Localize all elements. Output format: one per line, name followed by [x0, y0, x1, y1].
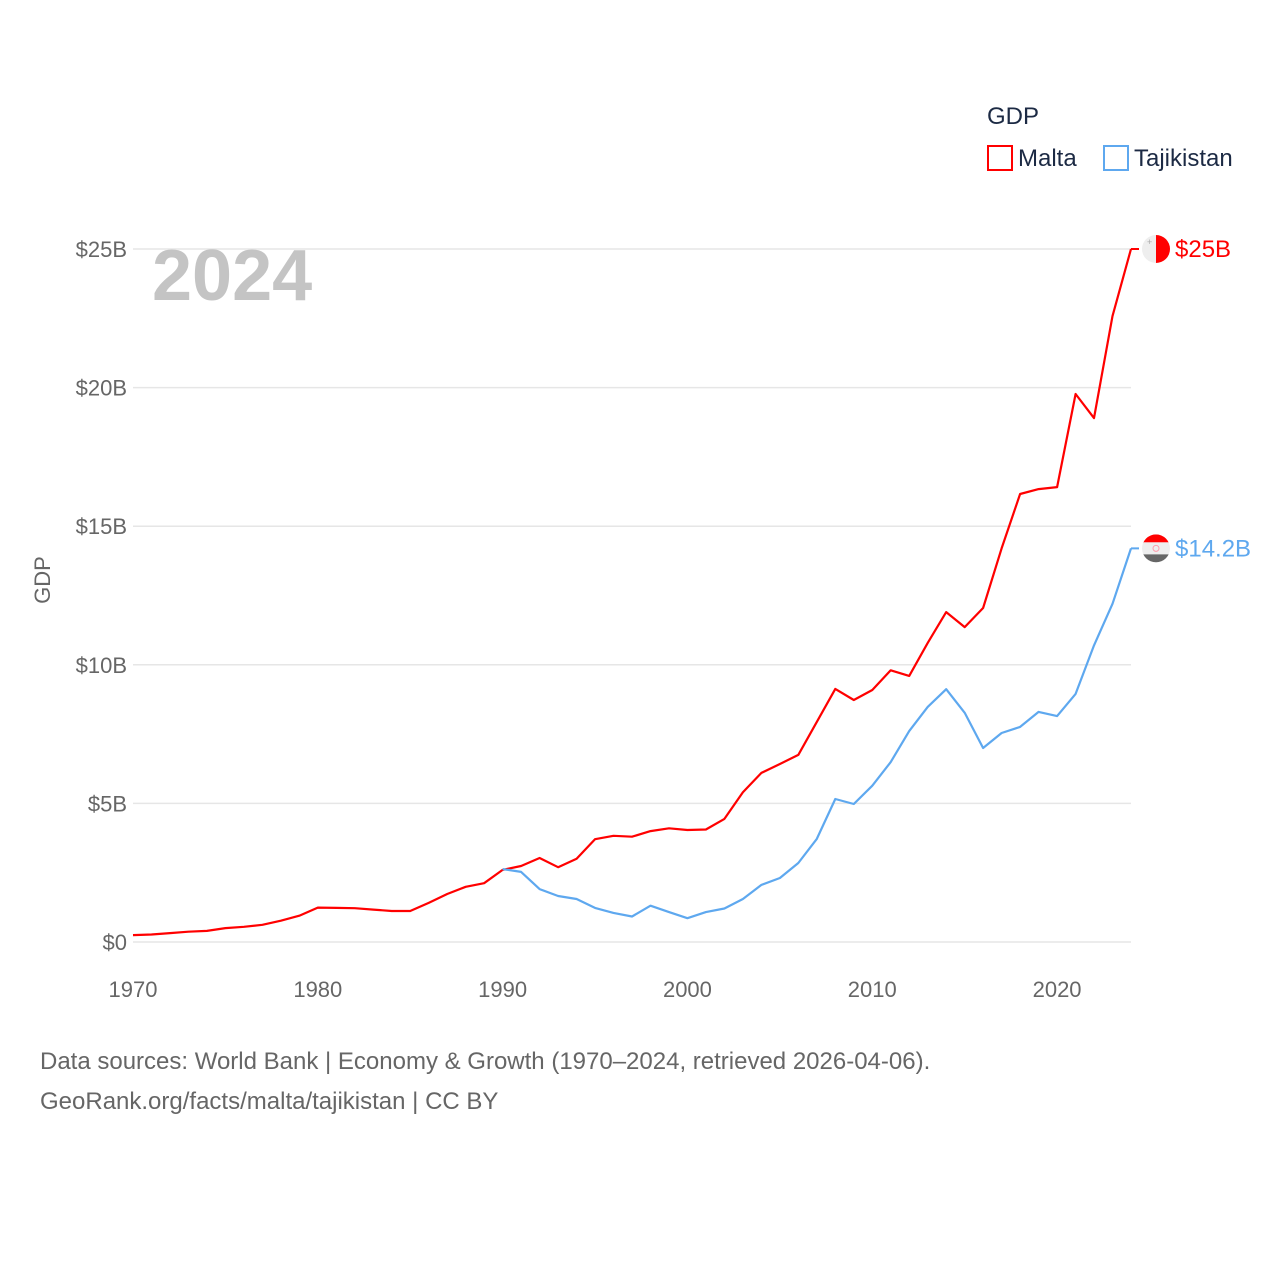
y-tick-label: $0 — [103, 930, 127, 955]
legend: GDP Malta Tajikistan — [987, 103, 1233, 172]
gridlines — [133, 248, 1131, 943]
y-tick-label: $5B — [88, 791, 127, 816]
y-tick-label: $15B — [76, 514, 127, 539]
malta-flag-icon: + — [1142, 235, 1170, 263]
x-tick-label: 2000 — [663, 977, 712, 1002]
x-tick-label: 1990 — [478, 977, 527, 1002]
series-end-labels: + $25B $14.2B — [1131, 235, 1251, 563]
y-tick-label: $10B — [76, 653, 127, 678]
legend-label-tajikistan[interactable]: Tajikistan — [1134, 145, 1233, 172]
legend-title: GDP — [987, 103, 1039, 130]
y-tick-label: $20B — [76, 376, 127, 401]
series-lines — [132, 248, 1133, 937]
legend-swatch-malta — [987, 145, 1013, 171]
x-tick-label: 2010 — [848, 977, 897, 1002]
end-value-label: $25B — [1175, 236, 1231, 263]
y-axis-ticks: $0 $5B $10B $15B $20B $25B — [76, 237, 127, 955]
x-axis-ticks: 1970 1980 1990 2000 2010 2020 — [109, 977, 1082, 1002]
source-line: Data sources: World Bank | Economy & Gro… — [40, 1048, 931, 1075]
x-tick-label: 2020 — [1033, 977, 1082, 1002]
tajikistan-flag-icon — [1142, 534, 1170, 563]
series-line-malta — [132, 248, 1133, 937]
data-source-footer: Data sources: World Bank | Economy & Gro… — [40, 1042, 930, 1122]
y-tick-label: $25B — [76, 237, 127, 262]
x-tick-label: 1970 — [109, 977, 158, 1002]
svg-text:+: + — [1147, 237, 1152, 247]
y-axis-label: GDP — [30, 556, 55, 604]
legend-label-malta[interactable]: Malta — [1018, 145, 1077, 172]
series-line-tajikistan — [502, 548, 1133, 920]
legend-swatch-tajikistan — [1103, 145, 1129, 171]
attribution-line[interactable]: GeoRank.org/facts/malta/tajikistan | CC … — [40, 1088, 499, 1115]
end-value-label: $14.2B — [1175, 535, 1251, 562]
x-tick-label: 1980 — [293, 977, 342, 1002]
year-watermark: 2024 — [152, 236, 312, 316]
